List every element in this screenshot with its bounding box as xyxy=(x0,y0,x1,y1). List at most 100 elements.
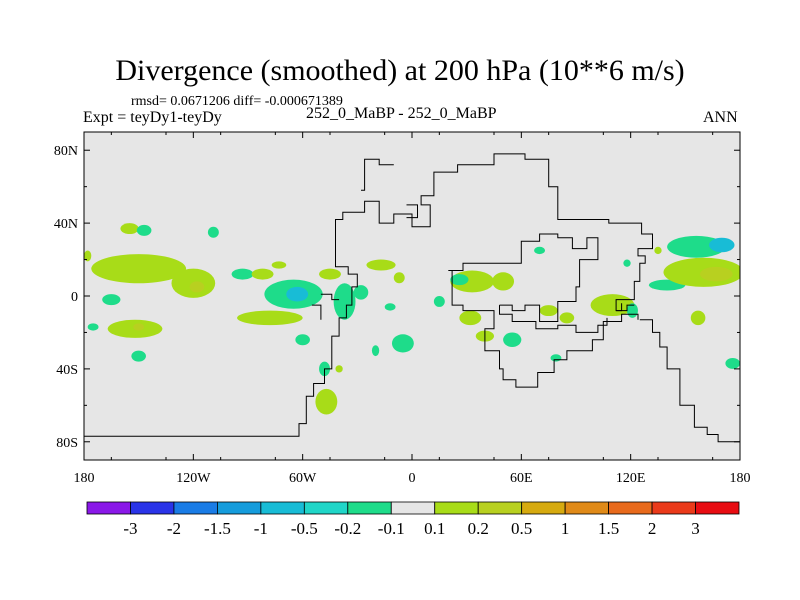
negative-divergence-blob xyxy=(102,294,121,306)
positive-divergence-blob xyxy=(315,388,338,415)
colorbar-box xyxy=(130,501,175,515)
y-tick-label: 80N xyxy=(54,144,78,159)
colorbar-box xyxy=(173,501,218,515)
coastline xyxy=(448,270,639,388)
colorbar-box xyxy=(651,501,696,515)
negative-divergence-blob xyxy=(207,226,219,238)
negative-divergence-blob xyxy=(725,357,740,369)
positive-divergence-blob xyxy=(654,246,662,255)
negative-divergence-blob xyxy=(503,332,522,348)
coastline xyxy=(616,304,635,312)
positive-divergence-blob xyxy=(690,310,706,326)
coastline xyxy=(361,158,394,191)
coastlines xyxy=(84,153,740,443)
negative-divergence-blob xyxy=(333,283,356,320)
negative-divergence-blob xyxy=(623,259,631,267)
positive-divergence-blob xyxy=(237,310,303,326)
colorbar-label: 0.5 xyxy=(511,519,532,538)
negative-divergence-blob xyxy=(433,296,445,307)
positive-divergence-blob xyxy=(559,312,575,324)
x-tick-label: 180 xyxy=(74,471,95,486)
negative-divergence-blob xyxy=(371,345,380,357)
colorbar-label: 0.1 xyxy=(424,519,445,538)
negative-divergence-blob xyxy=(384,303,396,311)
colorbar-box xyxy=(608,501,653,515)
negative-divergence-blob xyxy=(295,334,310,346)
colorbar-box xyxy=(216,501,262,515)
negative-divergence-blob xyxy=(353,285,369,300)
colorbar-label: 0.2 xyxy=(468,519,489,538)
coastline xyxy=(499,305,608,333)
colorbar-box xyxy=(521,501,566,515)
colorbar-label: -1 xyxy=(254,519,268,538)
y-tick-label: 40N xyxy=(54,217,78,232)
x-tick-label: 120W xyxy=(176,471,211,486)
positive-divergence-blob xyxy=(539,305,558,317)
y-tick-label: 80S xyxy=(56,436,78,451)
coastline xyxy=(448,233,599,322)
negative-divergence-blob xyxy=(286,286,309,302)
positive-divergence-blob xyxy=(699,266,733,282)
positive-divergence-blob xyxy=(459,310,482,326)
negative-divergence-blob xyxy=(231,268,254,280)
colorbar-box xyxy=(260,501,305,515)
negative-divergence-blob xyxy=(550,354,562,362)
coastline xyxy=(639,319,740,443)
colorbar-label: 1 xyxy=(561,519,570,538)
positive-divergence-blob xyxy=(319,268,341,280)
colorbar-label: -0.2 xyxy=(334,519,361,538)
x-tick-label: 60E xyxy=(510,471,533,486)
map-background xyxy=(84,132,740,460)
coastline xyxy=(406,204,418,219)
y-tick-label: 0 xyxy=(71,290,78,305)
season-label: ANN xyxy=(703,109,738,126)
positive-divergence-blob xyxy=(84,250,92,262)
colorbar-box xyxy=(86,501,131,515)
colorbar-box xyxy=(564,501,610,515)
colorbar-box xyxy=(477,501,523,515)
negative-divergence-blob xyxy=(709,237,735,253)
x-tick-label: 60W xyxy=(289,471,317,486)
colorbar-label: -3 xyxy=(123,519,137,538)
anomaly-fills xyxy=(84,223,740,415)
negative-divergence-blob xyxy=(136,224,152,236)
y-tick-label: 40S xyxy=(56,363,78,378)
experiment-label: Expt = teyDy1-teyDy xyxy=(83,109,222,126)
negative-divergence-blob xyxy=(450,274,469,286)
positive-divergence-blob xyxy=(335,365,343,373)
colorbar-label: -0.1 xyxy=(378,519,405,538)
positive-divergence-blob xyxy=(492,272,515,291)
chart-title: Divergence (smoothed) at 200 hPa (10**6 … xyxy=(115,54,685,87)
positive-divergence-blob xyxy=(393,272,405,284)
colorbar-box xyxy=(303,501,349,515)
colorbar-label: 1.5 xyxy=(598,519,619,538)
colorbar-box xyxy=(390,501,436,515)
negative-divergence-blob xyxy=(391,334,414,353)
positive-divergence-blob xyxy=(120,223,139,235)
colorbar-box xyxy=(434,501,479,515)
negative-divergence-blob xyxy=(87,323,99,331)
case-label: 252_0_MaBP - 252_0_MaBP xyxy=(306,105,497,122)
coastline xyxy=(84,153,653,437)
colorbar-label: -2 xyxy=(167,519,181,538)
stats-line: rmsd= 0.0671206 diff= -0.000671389 xyxy=(131,94,343,109)
x-tick-label: 0 xyxy=(409,471,416,486)
negative-divergence-blob xyxy=(131,350,146,362)
x-tick-label: 120E xyxy=(616,471,646,486)
colorbar-label: 3 xyxy=(691,519,700,538)
positive-divergence-blob xyxy=(91,254,187,284)
positive-divergence-blob xyxy=(133,323,145,331)
colorbar-box xyxy=(695,501,740,515)
colorbar-box xyxy=(347,501,392,515)
negative-divergence-blob xyxy=(534,246,546,255)
positive-divergence-blob xyxy=(271,261,287,269)
positive-divergence-blob xyxy=(251,268,274,280)
coastline xyxy=(320,293,340,301)
x-tick-label: 180 xyxy=(730,471,751,486)
positive-divergence-blob xyxy=(189,281,205,293)
positive-divergence-blob xyxy=(366,259,396,271)
colorbar-label: 2 xyxy=(648,519,657,538)
colorbar-label: -1.5 xyxy=(204,519,231,538)
colorbar-label: -0.5 xyxy=(291,519,318,538)
